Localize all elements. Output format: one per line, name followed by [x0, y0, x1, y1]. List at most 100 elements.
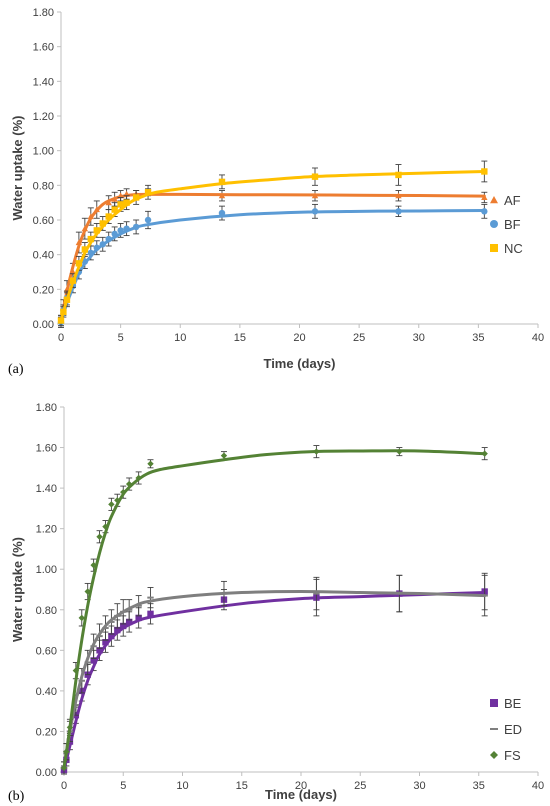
- legend-marker-nc: [490, 244, 498, 252]
- x-tick-label: 20: [293, 332, 305, 344]
- x-tick-label: 40: [532, 780, 544, 792]
- data-point-nc: [87, 235, 95, 243]
- data-point-bf: [123, 225, 130, 232]
- data-point-nc: [99, 220, 106, 227]
- y-tick-label: 0.00: [33, 319, 54, 331]
- data-point-af: [117, 192, 124, 199]
- y-tick-label: 0.20: [33, 284, 54, 296]
- data-point-af: [481, 194, 488, 201]
- data-point-fs: [147, 460, 154, 467]
- x-tick-label: 35: [472, 332, 484, 344]
- x-tick-label: 25: [353, 332, 365, 344]
- data-point-fs: [66, 724, 74, 731]
- data-point-af: [75, 239, 83, 246]
- y-tick-label: 0.80: [33, 180, 54, 192]
- x-tick-label: 0: [58, 332, 64, 344]
- data-point-bf: [117, 227, 124, 234]
- data-point-af: [123, 190, 130, 197]
- legend-marker-af: [490, 196, 498, 204]
- x-tick-label: 25: [354, 780, 366, 792]
- y-tick-label: 1.00: [33, 146, 54, 158]
- series-nc: [57, 160, 488, 327]
- data-point-fs: [102, 523, 109, 530]
- data-point-fs: [60, 764, 68, 772]
- data-point-nc: [69, 277, 77, 284]
- x-tick-label: 15: [234, 332, 246, 344]
- y-tick-label: 1.80: [36, 402, 57, 414]
- data-point-nc: [111, 206, 118, 213]
- y-tick-label: 1.40: [33, 76, 54, 88]
- y-axis-title: Water uptake (%): [10, 116, 25, 221]
- y-tick-label: 1.20: [36, 524, 57, 536]
- x-tick-label: 10: [174, 332, 186, 344]
- x-tick-label: 35: [473, 780, 485, 792]
- y-tick-label: 1.60: [36, 443, 57, 455]
- legend: AF BF NC: [490, 193, 523, 256]
- data-point-be: [90, 657, 97, 664]
- data-point-fs: [313, 448, 320, 455]
- y-tick-label: 0.40: [33, 250, 54, 262]
- legend: BE ED FS: [490, 696, 522, 763]
- data-point-fs: [90, 561, 97, 569]
- legend-label-bf: BF: [504, 217, 521, 232]
- data-point-nc: [481, 168, 488, 175]
- data-point-nc: [75, 260, 83, 267]
- trend-line-nc: [59, 169, 486, 323]
- legend-marker-fs: [490, 751, 498, 759]
- data-point-af: [87, 213, 95, 220]
- chart-panel-b: 0.00 0.20 0.40 0.60 0.80 1.00 1.20 1.40 1.60 1.80…: [8, 402, 544, 804]
- series-be: [60, 572, 488, 775]
- data-point-af: [395, 192, 402, 199]
- x-tick-label: 30: [413, 332, 425, 344]
- x-tick-label: 0: [61, 780, 67, 792]
- data-point-nc: [132, 194, 140, 201]
- x-tick-label: 10: [176, 780, 188, 792]
- x-axis-title: Time (days): [263, 356, 335, 371]
- data-point-fs: [120, 488, 127, 496]
- legend-label-af: AF: [504, 193, 521, 208]
- data-point-fs: [220, 452, 228, 459]
- data-point-af: [111, 196, 118, 202]
- data-point-bf: [481, 208, 488, 215]
- panel-label: (a): [8, 362, 24, 377]
- data-point-nc: [105, 213, 112, 220]
- series-bf: [57, 203, 488, 328]
- data-point-be: [114, 626, 121, 634]
- series-fs: [60, 445, 488, 775]
- x-tick-label: 20: [295, 780, 307, 792]
- data-point-nc: [60, 308, 67, 316]
- data-point-bf: [111, 230, 118, 238]
- data-point-fs: [63, 748, 70, 755]
- y-tick-label: 0.20: [36, 726, 57, 738]
- y-tick-label: 1.00: [36, 564, 57, 576]
- data-point-bf: [99, 241, 106, 248]
- data-point-nc: [311, 173, 319, 180]
- data-point-be: [147, 610, 154, 618]
- data-point-bf: [105, 235, 112, 243]
- x-tick-label: 30: [413, 780, 425, 792]
- y-tick-label: 0.60: [33, 215, 54, 227]
- data-point-fs: [78, 614, 85, 622]
- data-point-nc: [144, 189, 152, 196]
- data-point-af: [93, 206, 100, 213]
- data-point-nc: [63, 296, 71, 303]
- data-point-nc: [218, 178, 226, 186]
- y-tick-label: 1.60: [33, 42, 54, 54]
- y-tick-label: 0.60: [36, 645, 57, 657]
- data-point-af: [218, 192, 226, 199]
- data-point-fs: [84, 588, 91, 595]
- data-point-be: [120, 622, 127, 630]
- data-point-fs: [96, 533, 103, 540]
- data-point-be: [102, 639, 109, 646]
- x-tick-label: 5: [118, 332, 124, 344]
- trend-line-bf: [59, 208, 486, 324]
- data-point-bf: [311, 208, 319, 215]
- data-point-fs: [135, 474, 142, 482]
- trend-line-fs: [62, 449, 487, 770]
- data-point-bf: [144, 216, 152, 224]
- legend-label-fs: FS: [504, 748, 521, 763]
- data-point-be: [108, 632, 115, 640]
- legend-marker-be: [490, 699, 498, 707]
- data-point-nc: [81, 246, 89, 253]
